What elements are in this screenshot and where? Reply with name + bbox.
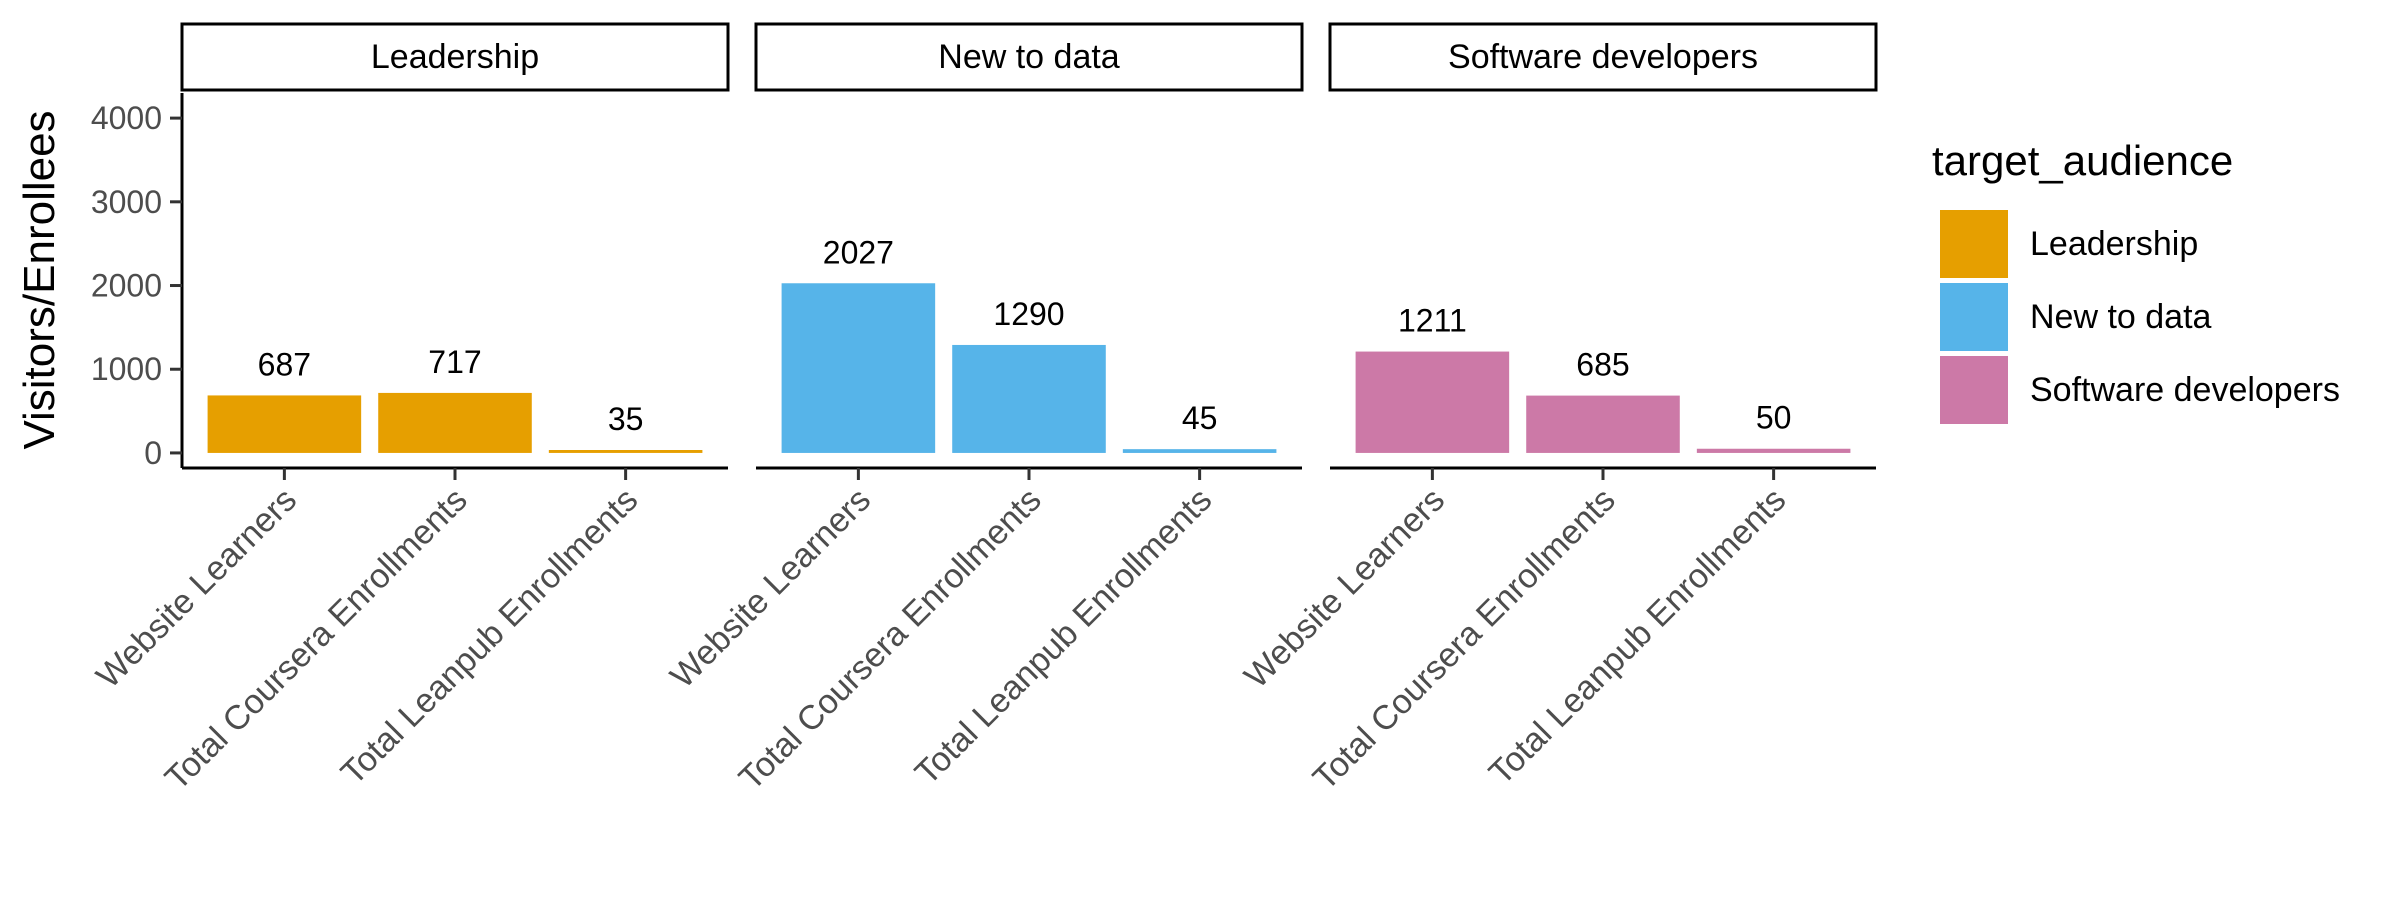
facet-strip [180,22,730,92]
bar [952,344,1106,453]
bar-value-label: 687 [258,346,311,382]
bar-value-label: 2027 [823,234,894,270]
facet-strip-label: Software developers [1448,38,1758,76]
facet-strip-label: Leadership [371,38,539,76]
legend-swatch [1940,283,2008,351]
x-tick-label: Total Leanpub Enrollments [334,481,646,793]
facet-strip [754,22,1304,92]
bar [1122,449,1277,453]
x-tick-label: Total Coursera Enrollments [1306,481,1623,798]
bar [207,395,362,453]
x-tick-label: Total Leanpub Enrollments [908,481,1220,793]
bar [1526,395,1680,453]
legend-label: New to data [2030,298,2212,336]
legend-items: Leadership New to data Software developers [1940,210,2340,424]
x-tick-label: Total Leanpub Enrollments [1482,481,1794,793]
legend-label: Leadership [2030,225,2198,263]
bar-value-label: 685 [1576,347,1629,383]
bar [548,450,703,453]
x-tick-label: Total Coursera Enrollments [732,481,1049,798]
bar-value-label: 50 [1756,400,1792,436]
legend-swatch [1940,356,2008,424]
legend-label: Software developers [2030,371,2340,409]
legend-title: target_audience [1932,137,2233,184]
bar [1696,448,1851,453]
y-tick-label: 4000 [91,100,162,136]
bar [1355,351,1510,453]
bar-value-label: 45 [1182,400,1218,436]
y-axis-title: Visitors/Enrollees [15,110,64,449]
facet-strip-label: New to data [938,38,1120,76]
bar-value-label: 1211 [1398,303,1467,339]
bar-value-label: 717 [428,344,481,380]
bar [781,283,936,453]
legend: target_audience Leadership New to data Sof… [1932,137,2340,424]
bar [378,392,532,453]
y-tick-label: 0 [144,435,162,471]
bar-value-label: 1290 [993,296,1064,332]
legend-swatch [1940,210,2008,278]
y-tick-label: 2000 [91,268,162,304]
x-tick-label: Total Coursera Enrollments [158,481,475,798]
y-tick-label: 1000 [91,351,162,387]
facet-strip [1328,22,1878,92]
bar-value-label: 35 [608,401,644,437]
y-tick-label: 3000 [91,184,162,220]
y-axis: 0 1000 2000 3000 4000 [91,93,184,471]
